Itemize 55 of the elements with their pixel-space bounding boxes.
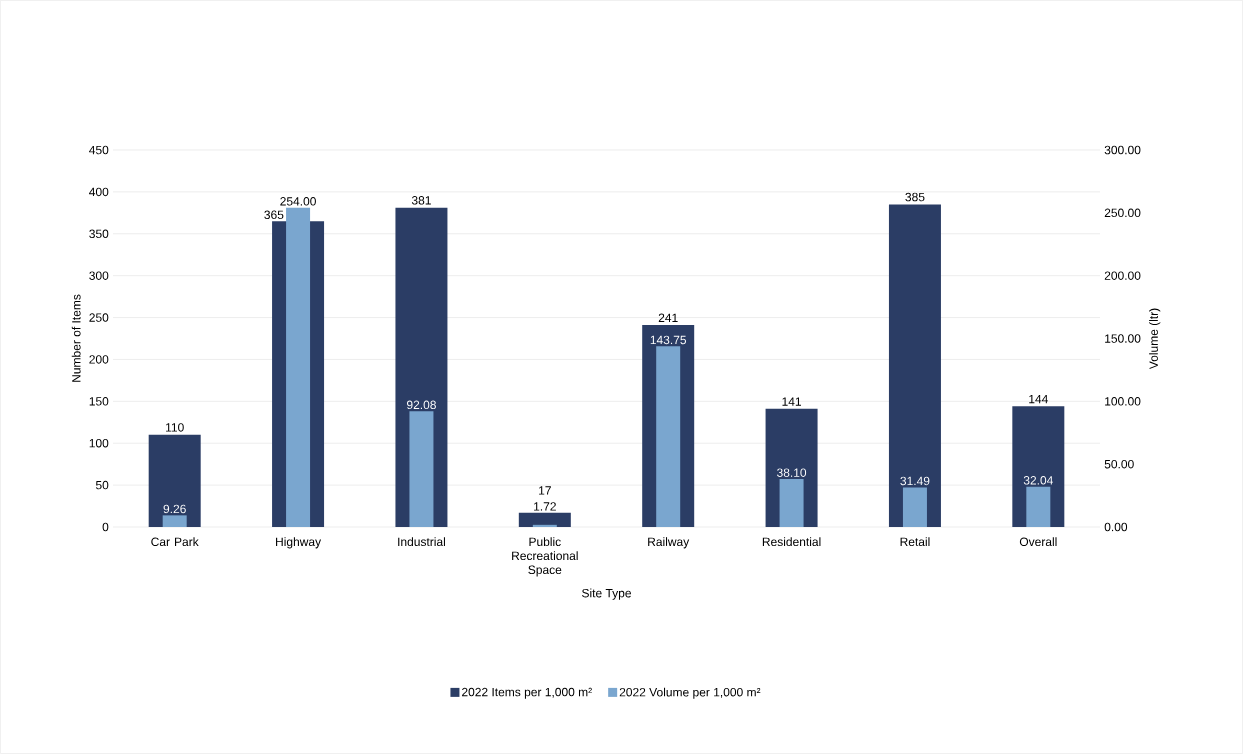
data-label: 1.72 [534,502,556,511]
legend-label: 2022 Items per 1,000 m² [462,687,592,699]
bar [148,434,201,527]
bar [888,204,941,527]
data-label: 31.49 [900,476,930,486]
y-tick-label: 350 [89,229,109,239]
x-tick-label: Railway [648,537,690,549]
y-tick-label: 250 [89,313,109,322]
y2-tick-label: 150.00 [1105,334,1141,343]
y2-tick-label: 300.00 [1104,145,1141,155]
y2-tick-label: 250.00 [1104,208,1141,218]
x-tick-label: Retail [900,537,930,547]
bar [1026,486,1051,527]
y-tick-label: 300 [89,271,109,280]
data-label: 365 [264,210,284,220]
data-label: 141 [782,397,801,406]
data-label: 381 [411,196,431,205]
data-label: 385 [905,192,925,202]
x-tick-label: Highway [276,537,322,549]
y2-axis-title: Volume (ltr) [1149,308,1161,370]
legend-label: 2022 Volume per 1,000 m² [619,687,761,699]
y-tick-label: 200 [89,355,109,364]
data-label: 9.26 [163,504,186,514]
y2-tick-label: 100.00 [1105,397,1141,406]
y-tick-label: 50 [95,480,109,490]
x-axis-title: Site Type [582,588,631,600]
data-label: 254.00 [280,197,316,206]
x-tick-label: Public Recreational Space [512,537,578,577]
y-tick-label: 400 [89,187,109,197]
y-axis-title: Number of Items [71,294,81,382]
y-tick-label: 0 [102,522,109,532]
data-label: 32.04 [1023,476,1053,485]
y2-tick-label: 50.00 [1104,459,1134,469]
data-label: 92.08 [406,400,436,410]
y-tick-label: 150 [89,397,109,406]
data-label: 17 [539,486,551,495]
bar [162,515,187,527]
bar [779,479,804,527]
y2-tick-label: 200.00 [1104,271,1141,280]
y-tick-label: 450 [89,145,109,155]
bar [902,487,927,527]
x-tick-label: Overall [1019,537,1057,547]
data-label: 143.75 [650,335,687,345]
data-label: 110 [166,423,184,432]
data-label: 241 [658,313,678,322]
x-tick-label: Residential [762,537,821,547]
data-label: 38.10 [777,468,807,477]
x-tick-label: Industrial [398,537,445,547]
data-label: 144 [1029,394,1048,404]
bar [518,512,571,527]
bar [409,411,434,527]
x-tick-label: Car Park [151,537,199,547]
y2-tick-label: 0.00 [1104,522,1128,532]
y-tick-label: 100 [89,438,109,448]
bar [532,524,557,527]
